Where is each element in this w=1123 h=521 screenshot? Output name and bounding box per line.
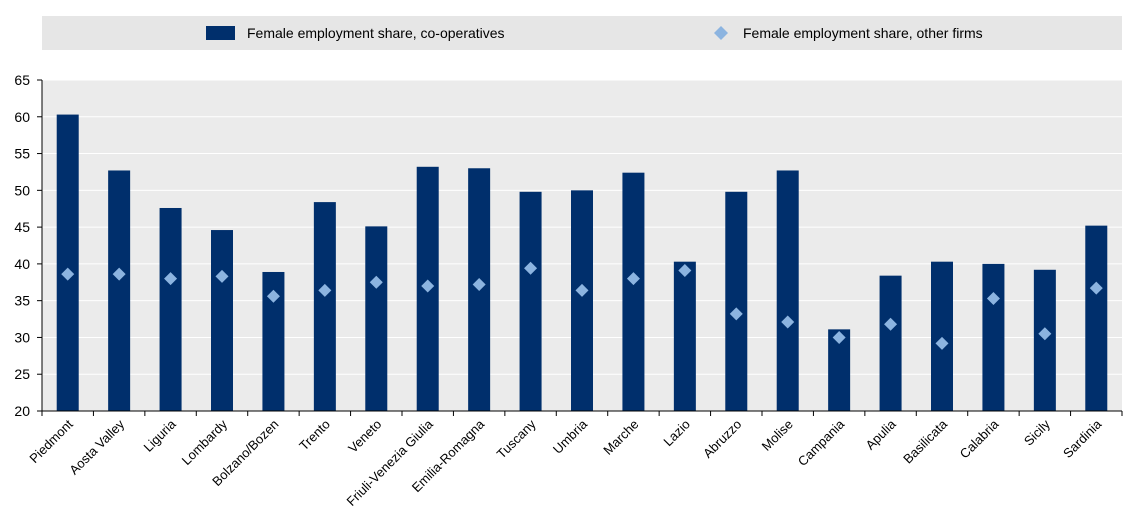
x-tick-label-veneto: Veneto (345, 417, 384, 456)
y-tick-label-45: 45 (14, 219, 30, 235)
bar-lombardy (211, 230, 233, 411)
marker-tuscany (524, 261, 538, 275)
bar-umbria (571, 190, 593, 411)
y-tick-label-30: 30 (14, 329, 30, 345)
x-tick-label-campania: Campania (795, 416, 848, 469)
x-tick-label-tuscany: Tuscany (494, 416, 539, 461)
bar-campania (828, 329, 851, 411)
marker-aosta-valley (112, 267, 126, 281)
x-tick-label-friuli-venezia-giulia: Friuli-Venezia Giulia (343, 416, 436, 509)
marker-emilia-romagna (472, 277, 486, 291)
x-tick-label-lazio: Lazio (660, 417, 693, 450)
x-tick-label-piedmont: Piedmont (26, 416, 76, 466)
x-tick-label-lombardy: Lombardy (179, 416, 231, 468)
bar-trento (313, 202, 336, 411)
bar-calabria (982, 263, 1005, 411)
x-tick-label-trento: Trento (296, 417, 333, 454)
bar-apulia (879, 275, 902, 411)
marker-series-other-firms (61, 261, 1103, 350)
y-tick-label-60: 60 (14, 109, 30, 125)
marker-friuli-venezia-giulia (421, 279, 435, 293)
x-tick-label-marche: Marche (600, 417, 641, 458)
bar-molise (776, 170, 799, 411)
y-tick-label-20: 20 (14, 403, 30, 419)
bar-sicily (1033, 269, 1056, 411)
marker-calabria (986, 291, 1000, 305)
y-tick-label-35: 35 (14, 293, 30, 309)
y-axis: 20 25 30 35 40 45 50 55 60 65 (14, 72, 43, 419)
bar-marche (622, 172, 645, 411)
x-tick-label-sardinia: Sardinia (1060, 416, 1105, 461)
legend-label-other-firms: Female employment share, other firms (743, 25, 983, 41)
marker-umbria (575, 283, 589, 297)
y-tick-label-55: 55 (14, 146, 30, 162)
legend-swatch-other-firms (714, 26, 728, 40)
y-tick-label-50: 50 (14, 182, 30, 198)
x-tick-label-calabria: Calabria (957, 416, 1002, 461)
bar-bolzano-bozen (262, 271, 285, 411)
marker-lazio (678, 264, 692, 278)
marker-sardinia (1089, 281, 1103, 295)
bar-aosta-valley (108, 170, 131, 411)
x-tick-label-umbria: Umbria (550, 416, 591, 457)
y-tick-label-25: 25 (14, 366, 30, 382)
bar-piedmont (56, 114, 79, 412)
legend: Female employment share, co-operatives F… (206, 25, 983, 41)
bar-abruzzo (725, 191, 748, 411)
bar-liguria (159, 207, 182, 411)
bar-series-cooperatives (56, 114, 1108, 412)
bar-sardinia (1085, 225, 1108, 411)
x-tick-label-abruzzo: Abruzzo (700, 417, 744, 461)
legend-swatch-cooperatives (206, 26, 235, 40)
x-tick-label-apulia: Apulia (863, 416, 900, 453)
marker-apulia (884, 317, 898, 331)
x-tick-label-basilicata: Basilicata (900, 416, 950, 466)
y-tick-label-65: 65 (14, 72, 30, 88)
marker-veneto (369, 275, 383, 289)
legend-label-cooperatives: Female employment share, co-operatives (247, 25, 505, 41)
x-tick-label-liguria: Liguria (140, 416, 179, 455)
marker-molise (781, 315, 795, 329)
bar-veneto (365, 226, 388, 411)
x-tick-label-sicily: Sicily (1021, 416, 1053, 448)
marker-campania (832, 330, 846, 344)
marker-abruzzo (729, 307, 743, 321)
marker-sicily (1038, 327, 1052, 341)
bar-basilicata (931, 261, 953, 411)
marker-trento (318, 283, 332, 297)
marker-lombardy (215, 269, 229, 283)
marker-bolzano-bozen (266, 289, 280, 303)
marker-piedmont (61, 267, 75, 281)
bar-lazio (673, 261, 696, 411)
marker-liguria (164, 272, 178, 286)
x-tick-label-molise: Molise (759, 417, 796, 454)
bar-tuscany (519, 191, 542, 411)
x-tick-label-aosta-valley: Aosta Valley (66, 416, 127, 477)
marker-basilicata (935, 336, 949, 350)
marker-marche (626, 272, 640, 286)
y-tick-label-40: 40 (14, 256, 30, 272)
